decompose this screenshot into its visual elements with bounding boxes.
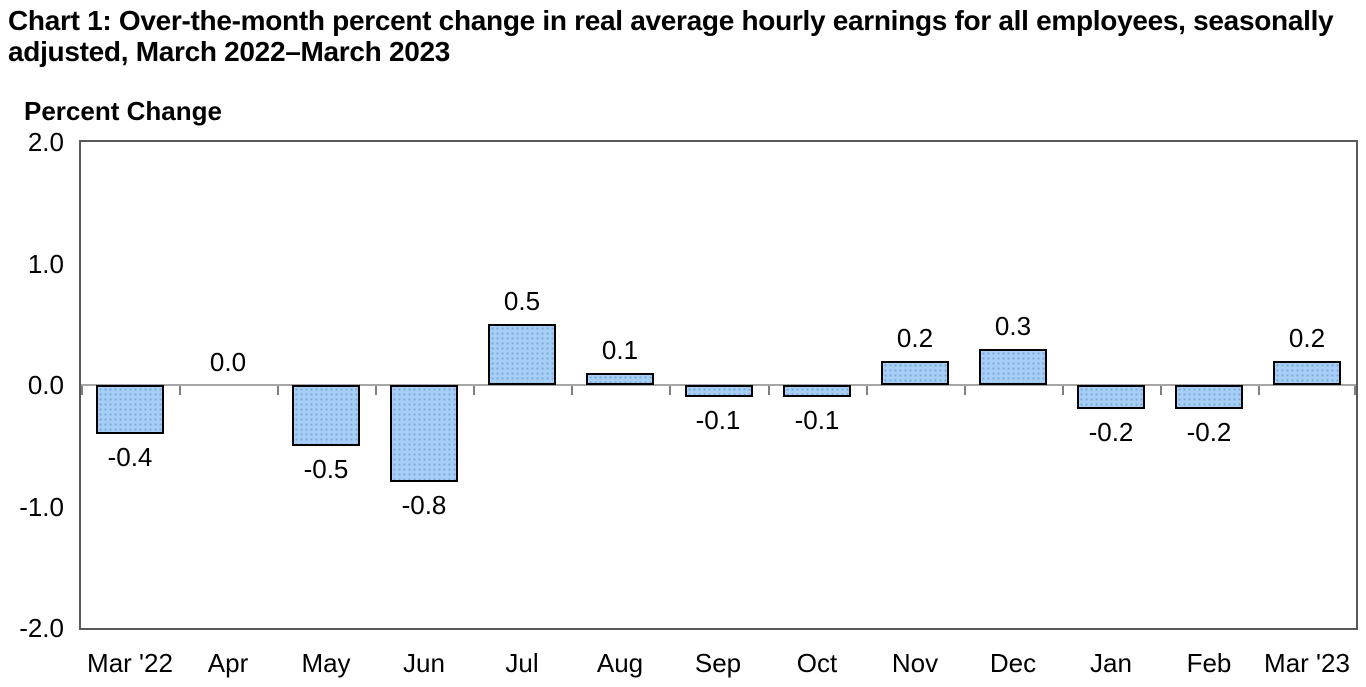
- value-label: 0.0: [209, 347, 247, 377]
- x-tick-label: Jun: [403, 648, 445, 678]
- category-tick-mark: [669, 386, 671, 395]
- y-tick-label: 0.0: [27, 370, 64, 400]
- x-tick-label: Sep: [694, 648, 742, 678]
- bar: [783, 385, 851, 397]
- value-label: 0.5: [503, 286, 541, 316]
- category-tick-mark: [964, 386, 966, 395]
- category-tick-mark: [866, 386, 868, 395]
- x-tick-label: Jan: [1090, 648, 1132, 678]
- value-label: 0.1: [601, 335, 639, 365]
- x-tick-label: May: [301, 648, 351, 678]
- bar: [292, 385, 360, 446]
- bar: [1077, 385, 1145, 409]
- x-tick-label: Jul: [505, 648, 539, 678]
- x-tick-label: Nov: [891, 648, 939, 678]
- bar: [96, 385, 164, 434]
- category-tick-mark: [1354, 386, 1356, 395]
- category-tick-mark: [768, 386, 770, 395]
- x-tick-label: Aug: [596, 648, 644, 678]
- x-tick-label: Feb: [1186, 648, 1232, 678]
- value-label: -0.2: [1088, 417, 1134, 447]
- bar: [390, 385, 458, 482]
- category-tick-mark: [375, 386, 377, 395]
- category-tick-mark: [473, 386, 475, 395]
- value-label: -0.8: [401, 490, 447, 520]
- value-label: 0.3: [994, 311, 1032, 341]
- category-tick-mark: [1062, 386, 1064, 395]
- value-label: -0.5: [303, 454, 349, 484]
- y-tick-label: -1.0: [19, 492, 64, 522]
- x-tick-label: Mar '22: [87, 648, 173, 678]
- bar: [1273, 361, 1341, 385]
- value-label: 0.2: [1288, 323, 1326, 353]
- category-tick-mark: [81, 386, 83, 395]
- value-label: -0.1: [695, 405, 741, 435]
- category-tick-mark: [179, 386, 181, 395]
- bar: [979, 349, 1047, 385]
- value-label: -0.2: [1186, 417, 1232, 447]
- chart-title-line-2: adjusted, March 2022–March 2023: [8, 36, 451, 67]
- y-axis-title: Percent Change: [24, 96, 222, 126]
- category-tick-mark: [1258, 386, 1260, 395]
- x-tick-label: Oct: [796, 648, 838, 678]
- value-label: -0.1: [794, 405, 840, 435]
- bar: [1175, 385, 1243, 409]
- value-label: -0.4: [107, 442, 153, 472]
- chart-title-line-1: Chart 1: Over-the-month percent change i…: [8, 5, 1334, 36]
- y-tick-label: 2.0: [27, 127, 64, 157]
- x-tick-label: Apr: [207, 648, 249, 678]
- bar: [685, 385, 753, 397]
- value-label: 0.2: [896, 323, 934, 353]
- plot-area: -0.4 0.0 -0.5 -0.8 0.5 0.1 -0.1 -0.1 0.2 0.3 -0.2 -…: [79, 140, 1358, 630]
- bar: [881, 361, 949, 385]
- bar: [586, 373, 654, 385]
- y-tick-label: -2.0: [19, 613, 64, 643]
- x-tick-label: Mar '23: [1264, 648, 1350, 678]
- y-tick-label: 1.0: [27, 249, 64, 279]
- x-tick-label: Dec: [989, 648, 1037, 678]
- category-tick-mark: [571, 386, 573, 395]
- category-tick-mark: [1160, 386, 1162, 395]
- bar: [488, 324, 556, 385]
- category-tick-mark: [277, 386, 279, 395]
- chart-title: Chart 1: Over-the-month percent change i…: [8, 5, 1360, 67]
